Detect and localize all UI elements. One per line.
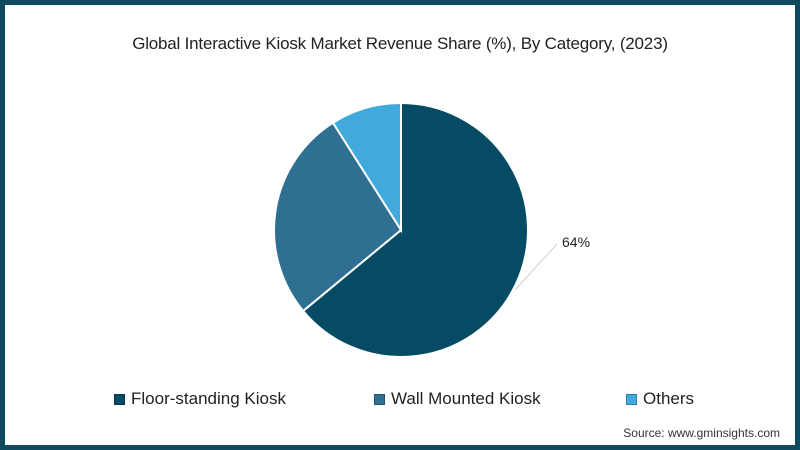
slice-others[interactable] <box>331 101 402 234</box>
legend-item-others[interactable]: Others <box>626 389 694 409</box>
legend-swatch <box>626 393 637 405</box>
legend-label: Floor-standing Kiosk <box>131 389 286 408</box>
chart-title: Global Interactive Kiosk Market Revenue … <box>132 34 668 53</box>
legend-label: Others <box>643 389 695 408</box>
slice-floor-standing[interactable] <box>301 101 529 358</box>
slice-wall-mounted[interactable] <box>273 121 403 313</box>
leader-line <box>514 243 558 291</box>
legend: Floor-standing Kiosk Wall Mounted Kiosk … <box>0 389 800 413</box>
legend-item-wall-mounted[interactable]: Wall Mounted Kiosk <box>374 389 541 409</box>
legend-item-floor-standing[interactable]: Floor-standing Kiosk <box>114 389 286 409</box>
legend-swatch <box>374 393 385 405</box>
source-note: Source: www.gminsights.com <box>623 426 780 440</box>
data-label-floor-standing: 64% <box>562 234 590 250</box>
legend-swatch <box>114 393 125 405</box>
legend-label: Wall Mounted Kiosk <box>391 389 541 408</box>
pie-slices <box>273 101 529 358</box>
